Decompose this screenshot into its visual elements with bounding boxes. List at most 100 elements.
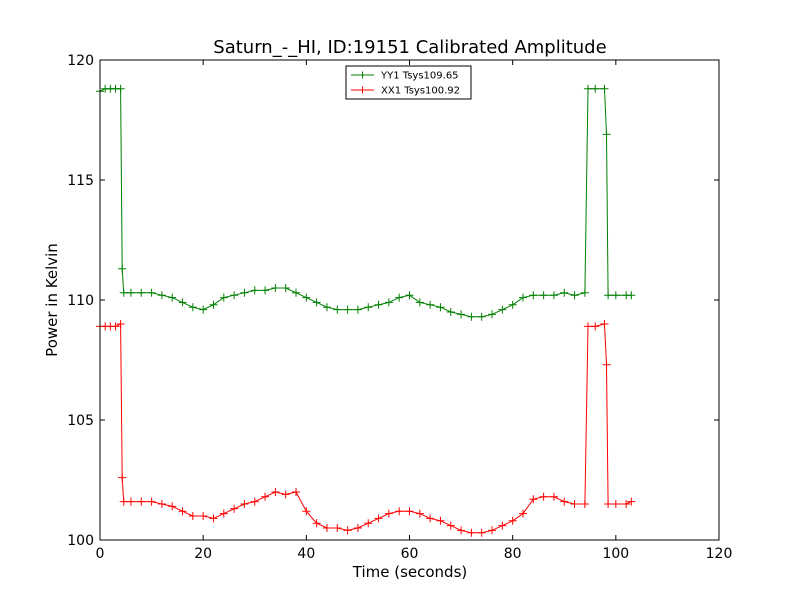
- chart-title: Saturn_-_HI, ID:19151 Calibrated Amplitu…: [213, 37, 606, 58]
- data-point: [415, 298, 424, 307]
- data-point: [583, 322, 592, 331]
- data-point: [604, 500, 613, 508]
- data-point: [118, 473, 127, 482]
- data-point: [457, 526, 466, 535]
- data-point: [250, 497, 259, 506]
- y-tick-label: 110: [67, 293, 94, 309]
- data-point: [137, 288, 146, 297]
- data-point: [457, 310, 466, 319]
- data-point: [477, 528, 486, 537]
- data-point: [116, 320, 125, 328]
- data-point: [549, 492, 558, 501]
- data-point: [322, 303, 331, 312]
- data-point: [261, 286, 270, 295]
- x-tick-label: 0: [96, 546, 105, 562]
- data-point: [570, 291, 579, 300]
- data-point: [446, 521, 455, 530]
- data-point: [560, 288, 569, 297]
- data-point: [147, 288, 156, 297]
- data-point: [271, 284, 280, 292]
- y-tick-label: 100: [67, 533, 94, 549]
- data-point: [498, 521, 507, 530]
- data-point: [157, 500, 166, 508]
- y-tick-label: 115: [67, 173, 94, 189]
- data-point: [436, 516, 445, 525]
- data-point: [147, 497, 156, 506]
- data-point: [426, 300, 435, 309]
- legend-label: XX1 Tsys100.92: [381, 86, 460, 97]
- x-axis-label: Time (seconds): [352, 563, 468, 581]
- data-point: [178, 298, 187, 307]
- series-1: [96, 320, 636, 537]
- data-point: [627, 291, 636, 300]
- data-point: [353, 305, 362, 314]
- data-point: [250, 286, 259, 295]
- data-point: [137, 497, 146, 506]
- data-point: [219, 293, 228, 302]
- data-point: [209, 300, 218, 309]
- x-tick-label: 120: [706, 546, 733, 562]
- data-point: [591, 84, 600, 93]
- data-point: [508, 516, 517, 525]
- data-point: [188, 303, 197, 312]
- series-layer: [96, 84, 636, 537]
- data-point: [281, 284, 290, 292]
- data-point: [467, 312, 476, 321]
- data-point: [611, 500, 620, 508]
- data-point: [570, 500, 579, 508]
- data-point: [219, 509, 228, 518]
- data-point: [111, 322, 120, 331]
- data-point: [118, 264, 127, 273]
- data-point: [261, 492, 270, 501]
- data-point: [333, 305, 342, 314]
- data-point: [477, 312, 486, 321]
- data-point: [199, 305, 208, 314]
- data-point: [188, 512, 197, 520]
- data-point: [395, 293, 404, 302]
- x-tick-label: 100: [602, 546, 629, 562]
- data-point: [518, 509, 527, 518]
- data-point: [178, 507, 187, 516]
- data-point: [611, 291, 620, 300]
- data-point: [209, 514, 218, 523]
- data-point: [240, 500, 249, 508]
- y-tick-label: 120: [67, 53, 94, 69]
- legend-box: [345, 65, 472, 100]
- data-point: [602, 130, 611, 139]
- x-tick-label: 20: [194, 546, 212, 562]
- data-point: [602, 360, 611, 369]
- data-point: [518, 293, 527, 302]
- data-point: [312, 519, 321, 528]
- data-point: [240, 288, 249, 297]
- data-point: [549, 291, 558, 300]
- data-point: [126, 497, 135, 506]
- data-point: [119, 497, 128, 506]
- data-point: [600, 320, 609, 328]
- data-point: [405, 291, 414, 300]
- data-point: [415, 509, 424, 518]
- data-point: [116, 84, 125, 93]
- data-point: [333, 524, 342, 532]
- data-point: [292, 288, 301, 297]
- legend-label: YY1 Tsys109.65: [380, 71, 459, 82]
- data-point: [627, 497, 636, 506]
- data-point: [560, 497, 569, 506]
- data-point: [488, 526, 497, 535]
- data-point: [467, 528, 476, 537]
- data-point: [157, 291, 166, 300]
- data-point: [343, 526, 352, 535]
- data-point: [508, 300, 517, 309]
- data-point: [583, 84, 592, 93]
- data-point: [405, 507, 414, 516]
- x-tick-label: 60: [401, 546, 419, 562]
- data-point: [126, 288, 135, 297]
- data-point: [395, 507, 404, 516]
- legend-marker: [359, 86, 366, 94]
- data-point: [281, 490, 290, 499]
- data-point: [622, 500, 631, 508]
- data-point: [426, 514, 435, 523]
- data-point: [374, 514, 383, 523]
- y-tick-label: 105: [67, 413, 94, 429]
- data-point: [529, 291, 538, 300]
